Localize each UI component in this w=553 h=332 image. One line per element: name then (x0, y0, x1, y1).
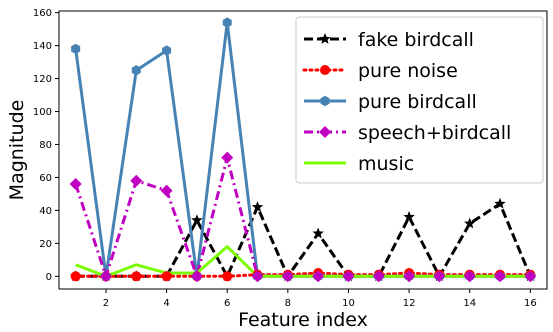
data-point (464, 217, 476, 229)
legend-label: speech+birdcall (358, 122, 511, 144)
legend-label: pure birdcall (358, 91, 477, 113)
y-tick-label: 20 (39, 239, 52, 250)
y-tick-label: 140 (33, 41, 52, 52)
data-point (312, 270, 325, 283)
data-point (69, 178, 82, 191)
data-point (222, 17, 232, 28)
data-point (221, 151, 234, 164)
x-tick-label: 12 (403, 298, 416, 309)
data-point (131, 271, 142, 282)
legend-marker (320, 95, 330, 107)
data-point (281, 270, 294, 283)
legend-label: fake birdcall (358, 29, 474, 51)
y-axis-title: Magnitude (6, 100, 28, 201)
series-line-5 (75, 245, 531, 278)
legend-label: pure noise (358, 60, 458, 82)
y-tick-label: 0 (46, 272, 52, 283)
data-point (494, 197, 506, 209)
series-markers (69, 17, 537, 283)
data-point (131, 65, 141, 76)
data-point (463, 270, 476, 283)
data-point (403, 210, 415, 222)
x-tick-label: 14 (463, 298, 476, 309)
x-tick-label: 2 (103, 298, 109, 309)
data-point (70, 271, 81, 282)
y-tick-label: 40 (39, 206, 52, 217)
data-point (162, 45, 172, 56)
data-point (433, 270, 446, 283)
y-tick-label: 100 (33, 107, 52, 118)
data-point (312, 227, 324, 239)
x-tick-label: 6 (224, 298, 230, 309)
data-point (99, 270, 112, 283)
data-point (372, 270, 385, 283)
data-point (161, 271, 172, 282)
data-point (191, 214, 203, 226)
series-lines (74, 21, 532, 278)
data-point (222, 271, 233, 282)
x-tick-label: 16 (524, 298, 537, 309)
legend-marker (319, 126, 331, 138)
x-axis: 2 4 6 8 10 12 14 16 (103, 289, 537, 309)
y-tick-label: 60 (39, 173, 52, 184)
y-axis: 0 20 40 60 80 100 120 140 160 (33, 8, 59, 283)
x-axis-title: Feature index (238, 309, 368, 331)
x-tick-label: 8 (285, 298, 291, 309)
data-point (524, 270, 537, 283)
legend-box (295, 16, 544, 184)
y-tick-label: 160 (33, 8, 52, 19)
data-point (494, 270, 507, 283)
data-point (342, 270, 355, 283)
series-line-2 (74, 271, 532, 278)
x-tick-label: 4 (163, 298, 169, 309)
series-line-1 (75, 202, 532, 278)
data-point (160, 184, 173, 197)
data-point (251, 270, 264, 283)
legend-label: music (358, 153, 414, 175)
y-tick-label: 80 (39, 140, 52, 151)
data-point (403, 270, 416, 283)
data-point (71, 43, 81, 55)
y-tick-label: 120 (33, 74, 52, 85)
data-point (251, 201, 264, 212)
data-point (130, 174, 143, 187)
legend-marker (319, 33, 331, 44)
legend-marker (320, 65, 330, 75)
plot-frame (58, 10, 548, 290)
data-point (190, 270, 203, 283)
legend: fake birdcall pure noise pure birdcall spee… (295, 16, 544, 184)
x-tick-label: 10 (342, 298, 355, 309)
